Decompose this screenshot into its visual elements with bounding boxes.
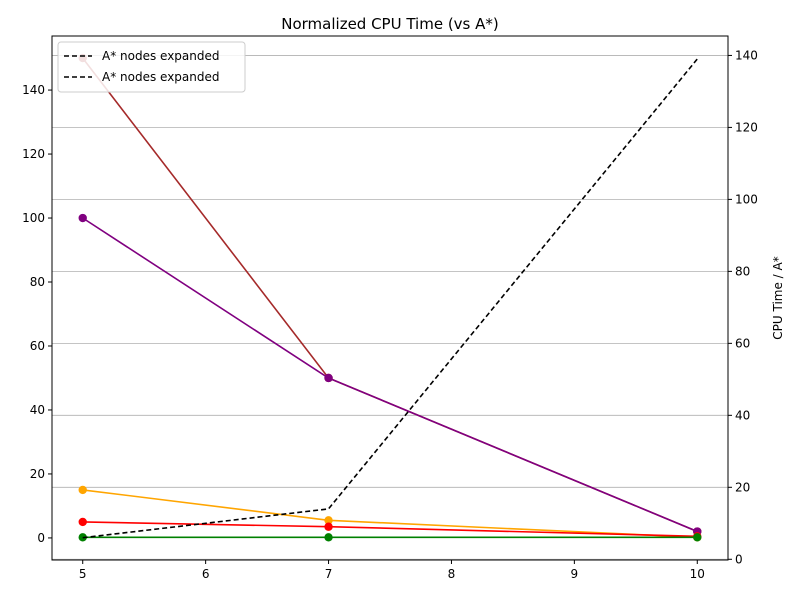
grid-lines [52,55,728,560]
data-point-3 [78,485,87,495]
plot-frame [51,35,729,561]
legend-entry-1: A* nodes expanded [102,49,220,63]
data-point-4 [78,517,87,527]
y-right-tick-label: 80 [735,264,750,278]
x-tick-label: 8 [448,567,456,581]
y-right-tick-label: 120 [735,120,758,134]
x-tick-label: 7 [325,567,333,581]
x-axis: 5 6 7 8 9 10 [79,560,705,581]
data-point-3 [324,516,333,525]
series-line-2 [82,217,698,533]
y-left-tick-label: 80 [30,275,45,289]
y-right-tick-label: 60 [735,336,750,350]
x-tick-label: 5 [79,567,87,581]
chart-title: Normalized CPU Time (vs A*) [281,15,499,33]
y-left-tick-label: 20 [30,467,45,481]
y-left-tick-label: 40 [30,403,45,417]
legend-box [57,41,246,93]
y-right-tick-label: 20 [735,480,750,494]
y-axis-right: 0 20 40 60 80 100 120 140 [728,48,758,566]
right-axis-label: CPU Time / A* [771,256,785,339]
series-line-1 [82,57,698,533]
series-group [78,53,702,542]
y-right-tick-label: 40 [735,408,750,422]
y-left-tick-label: 120 [22,147,45,161]
series-line-3 [82,489,698,539]
y-left-tick-label: 0 [37,531,45,545]
x-tick-label: 6 [202,567,210,581]
series-line-6 [82,58,698,539]
y-axis-left: 0 20 40 60 80 100 120 140 [22,83,52,545]
y-left-tick-label: 140 [22,83,45,97]
data-point-5 [693,533,702,542]
x-tick-label: 10 [690,567,705,581]
data-point-2 [324,373,333,383]
y-right-tick-label: 0 [735,552,743,566]
legend-entry-2: A* nodes expanded [102,70,220,84]
y-left-tick-label: 60 [30,339,45,353]
y-left-tick-label: 100 [22,211,45,225]
data-point-5 [324,533,333,542]
y-right-tick-label: 100 [735,192,758,206]
data-point-2 [78,213,87,223]
legend: A* nodes expanded A* nodes expanded [57,41,246,93]
series-line-4 [82,521,698,538]
x-tick-label: 9 [571,567,579,581]
data-point-4 [324,522,333,531]
y-right-tick-label: 140 [735,48,758,62]
